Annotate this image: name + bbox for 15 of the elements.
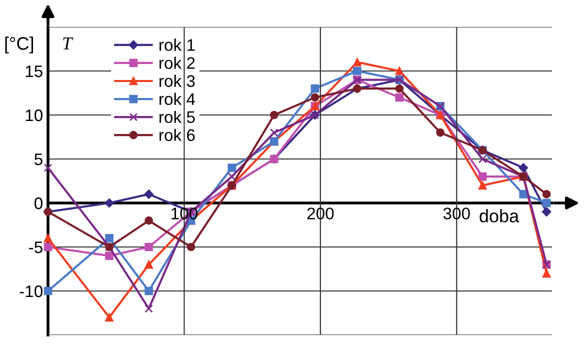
legend-label: rok 1 bbox=[160, 38, 195, 51]
y-axis-title: [°C] bbox=[5, 36, 34, 54]
legend-label: rok 2 bbox=[160, 56, 195, 69]
x-axis-title: doba bbox=[480, 209, 520, 222]
y-tick-label: -10 bbox=[20, 285, 42, 298]
legend-label: rok 5 bbox=[160, 110, 195, 124]
legend-label: rok 4 bbox=[160, 92, 196, 106]
y-tick-label: 0 bbox=[34, 197, 42, 210]
y-tick-label: 5 bbox=[34, 154, 42, 166]
y-tick-label: 15 bbox=[26, 66, 42, 78]
y-tick-label: 10 bbox=[26, 109, 42, 122]
legend-label: rok 3 bbox=[160, 74, 195, 87]
legend-label: rok 6 bbox=[160, 128, 195, 142]
annotation: T bbox=[63, 38, 74, 50]
y-tick-label: -5 bbox=[29, 242, 42, 254]
